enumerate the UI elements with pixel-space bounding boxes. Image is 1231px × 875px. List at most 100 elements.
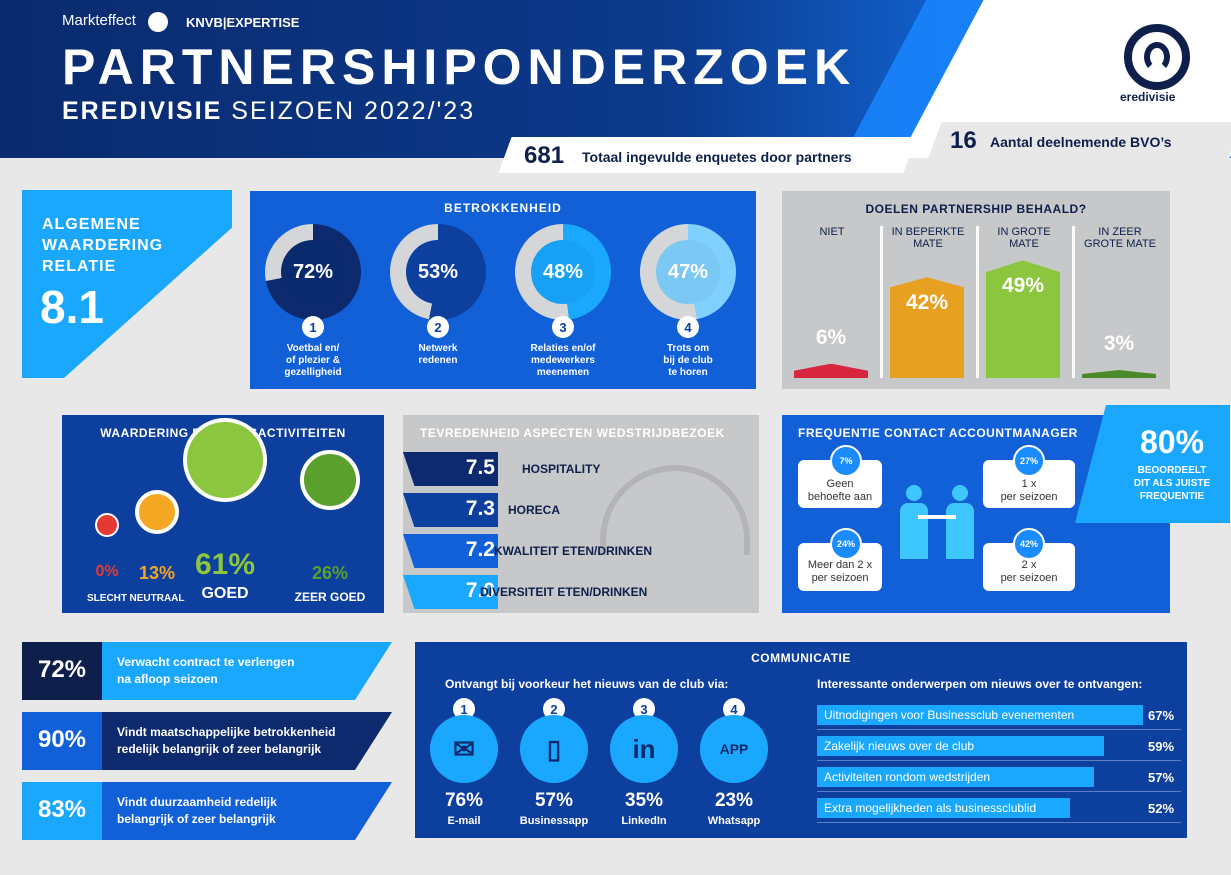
- stat-text-line: Vindt duurzaamheid redelijk: [117, 795, 277, 809]
- doelen-col-label-line: IN GROTE: [997, 226, 1051, 238]
- channel-number: 4: [723, 698, 745, 720]
- betrokkenheid-pct: 72%: [281, 240, 345, 304]
- bubble-geen-pct: 7%: [830, 445, 862, 477]
- topic-pct: 57%: [1148, 770, 1175, 785]
- topic-label: Zakelijk nieuws over de club: [824, 739, 975, 753]
- betrokkenheid-label: Netwerk redenen: [380, 343, 496, 367]
- topic-divider: [817, 729, 1181, 730]
- doelen-col-label: IN BEPERKTE MATE: [886, 226, 970, 250]
- happy-face-icon: [183, 418, 267, 502]
- waardering-label: NEUTRAAL: [129, 593, 185, 604]
- doelen-col-label-line: NIET: [819, 226, 845, 238]
- topic-bar: [817, 705, 1143, 725]
- topic-bar: [817, 767, 1095, 787]
- topic-divider: [817, 791, 1181, 792]
- channel-pct: 23%: [714, 790, 754, 811]
- algemene-score: 8.1: [40, 281, 104, 333]
- betrokkenheid-title: BETROKKENHEID: [444, 201, 562, 215]
- doelen-bar: [986, 260, 1060, 378]
- markteffect-logo-icon: [148, 12, 168, 32]
- stat-text-line: na afloop seizoen: [117, 672, 218, 686]
- stat-pct: 72%: [37, 656, 87, 683]
- eredivisie-logo-icon: [1124, 24, 1190, 90]
- email-icon: ✉: [430, 715, 498, 783]
- frequentie-big-label: BEOORDEELT DIT ALS JUISTE FREQUENTIE: [1133, 465, 1211, 502]
- topic-divider: [817, 822, 1181, 823]
- betrokkenheid-number: 2: [427, 316, 449, 338]
- waardering-pct: 26%: [311, 563, 349, 583]
- betrokkenheid-pct: 53%: [406, 240, 470, 304]
- brand-markteffect: Markteffect: [62, 12, 136, 29]
- topic-divider: [817, 760, 1181, 761]
- waardering-pct: 0%: [95, 563, 119, 580]
- doelen-divider: [976, 226, 979, 378]
- topic-pct: 67%: [1148, 708, 1175, 723]
- topic-label: Extra mogelijkheden als businessclublid: [824, 801, 1037, 815]
- stat-text-line: belangrijk of zeer belangrijk: [117, 812, 276, 826]
- doelen-divider: [880, 226, 883, 378]
- doelen-pct: 49%: [1001, 274, 1045, 298]
- tevredenheid-label: DIVERSITEIT ETEN/DRINKEN: [480, 585, 648, 599]
- betrokkenheid-label-line: gezelligheid: [284, 367, 342, 378]
- tevredenheid-label: HOSPITALITY: [522, 462, 601, 476]
- betrokkenheid-donut: 53%: [390, 224, 486, 320]
- doelen-pct: 6%: [815, 325, 847, 349]
- bubble-1x-pct: 27%: [1013, 445, 1045, 477]
- topic-label: Activiteiten rondom wedstrijden: [824, 770, 991, 784]
- eredivisie-logo-text: eredivisie: [1120, 90, 1176, 104]
- betrokkenheid-label-line: Netwerk: [418, 343, 458, 354]
- doelen-bar: [794, 363, 868, 378]
- stat-text: Verwacht contract te verlengen na afloop …: [117, 654, 294, 688]
- betrokkenheid-pct: 48%: [531, 240, 595, 304]
- clubs-label: Aantal deelnemende BVO’s: [990, 134, 1172, 150]
- doelen-col-label: IN ZEER GROTE MATE: [1078, 226, 1162, 250]
- betrokkenheid-label: Relaties en/of medewerkers meenemen: [505, 343, 621, 379]
- waardering-pct: 13%: [138, 563, 176, 583]
- betrokkenheid-pct: 47%: [656, 240, 720, 304]
- channel-number: 2: [543, 698, 565, 720]
- linkedin-icon: in: [610, 715, 678, 783]
- total-value: 681: [524, 142, 565, 169]
- tevredenheid-score-bg: [403, 575, 498, 609]
- tevredenheid-label: HORECA: [508, 503, 561, 517]
- betrokkenheid-number: 1: [302, 316, 324, 338]
- bubble-meer-pct: 24%: [830, 528, 862, 560]
- frequentie-big-pct: 80%: [1139, 424, 1205, 460]
- waardering-label: SLECHT: [87, 593, 127, 604]
- stat-pct: 90%: [37, 726, 87, 753]
- waardering-label: GOED: [201, 585, 249, 602]
- tevredenheid-score-bg: [403, 493, 498, 527]
- channel-label: LinkedIn: [621, 815, 667, 827]
- tevredenheid-score-bg: [403, 452, 498, 486]
- communicatie-right-title: Interessante onderwerpen om nieuws over …: [817, 677, 1143, 691]
- doelen-col-label: IN GROTE MATE: [982, 226, 1066, 250]
- communicatie-title: COMMUNICATIE: [751, 651, 851, 665]
- stat-text-line: Verwacht contract te verlengen: [117, 655, 295, 669]
- waardering-pct: 61%: [194, 548, 256, 581]
- betrokkenheid-label: Trots om bij de club te horen: [630, 343, 746, 379]
- tevredenheid-score: 7.3: [465, 497, 495, 520]
- betrokkenheid-donut: 72%: [265, 224, 361, 320]
- people-icon: [900, 485, 980, 565]
- doelen-col-label: NIET: [790, 226, 874, 238]
- total-label: Totaal ingevulde enquetes door partners: [582, 149, 852, 165]
- channel-label: Whatsapp: [707, 815, 761, 827]
- tevredenheid-score: 7.0: [465, 579, 495, 602]
- channel-number: 1: [453, 698, 475, 720]
- stat-text-line: Vindt maatschappelijke betrokkenheid: [117, 725, 336, 739]
- stat-pct: 83%: [37, 796, 87, 823]
- doelen-bar: [1082, 370, 1156, 378]
- betrokkenheid-label-line: te horen: [668, 367, 708, 378]
- doelen-col-label-line: IN BEPERKTE: [891, 226, 965, 238]
- betrokkenheid-label-line: bij de club: [663, 355, 713, 366]
- channel-label: Businessapp: [519, 815, 589, 827]
- stat-text-line: redelijk belangrijk of zeer belangrijk: [117, 742, 322, 756]
- betrokkenheid-label-line: redenen: [418, 355, 458, 366]
- tevredenheid-score: 7.5: [465, 456, 495, 479]
- betrokkenheid-label: Voetbal en/of plezier & gezelligheid: [255, 343, 371, 379]
- betrokkenheid-label-line: Relaties en/of: [530, 343, 596, 354]
- topic-label: Uitnodigingen voor Businessclub evenemen…: [824, 708, 1075, 722]
- communicatie-left-title: Ontvangt bij voorkeur het nieuws van de …: [445, 677, 729, 691]
- subtitle-bold: EREDIVISIE: [62, 97, 223, 125]
- stat-pct-bg: [22, 782, 102, 840]
